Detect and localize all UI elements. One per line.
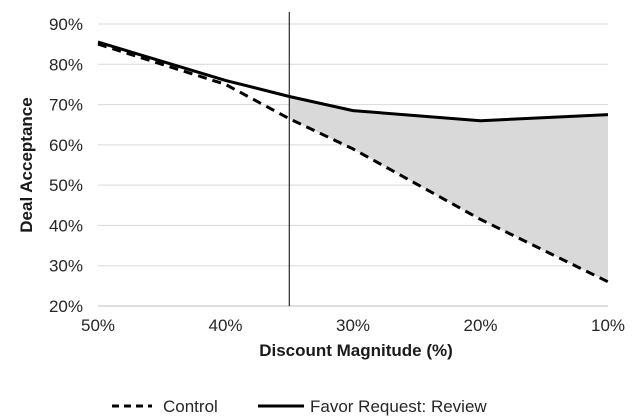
series-line-favor-request-review (97, 40, 609, 123)
x-tick-label: 50% (81, 316, 115, 335)
y-tick-label: 20% (49, 297, 83, 316)
x-tick-label: 40% (208, 316, 242, 335)
x-tick-label: 30% (336, 316, 370, 335)
y-tick-labels: 20% 30% 40% 50% 60% 70% 80% 90% (49, 15, 83, 316)
y-tick-label: 70% (49, 96, 83, 115)
y-tick-label: 50% (49, 176, 83, 195)
y-tick-label: 60% (49, 136, 83, 155)
x-axis-title: Discount Magnitude (%) (259, 341, 453, 360)
y-tick-label: 40% (49, 216, 83, 235)
legend-label-control: Control (163, 397, 218, 416)
y-tick-label: 80% (49, 55, 83, 74)
series-lines (97, 40, 609, 284)
shaded-difference-area (289, 96, 608, 282)
x-tick-label: 20% (463, 316, 497, 335)
x-tick-label: 10% (591, 316, 625, 335)
x-tick-labels: 50% 40% 30% 20% 10% (81, 316, 625, 335)
legend-label-favor-request-review: Favor Request: Review (310, 397, 487, 416)
y-tick-label: 90% (49, 15, 83, 34)
series-line-control (97, 42, 609, 284)
legend: Control Favor Request: Review (112, 397, 487, 416)
y-axis-title: Deal Acceptance (17, 97, 36, 232)
y-tick-label: 30% (49, 257, 83, 276)
